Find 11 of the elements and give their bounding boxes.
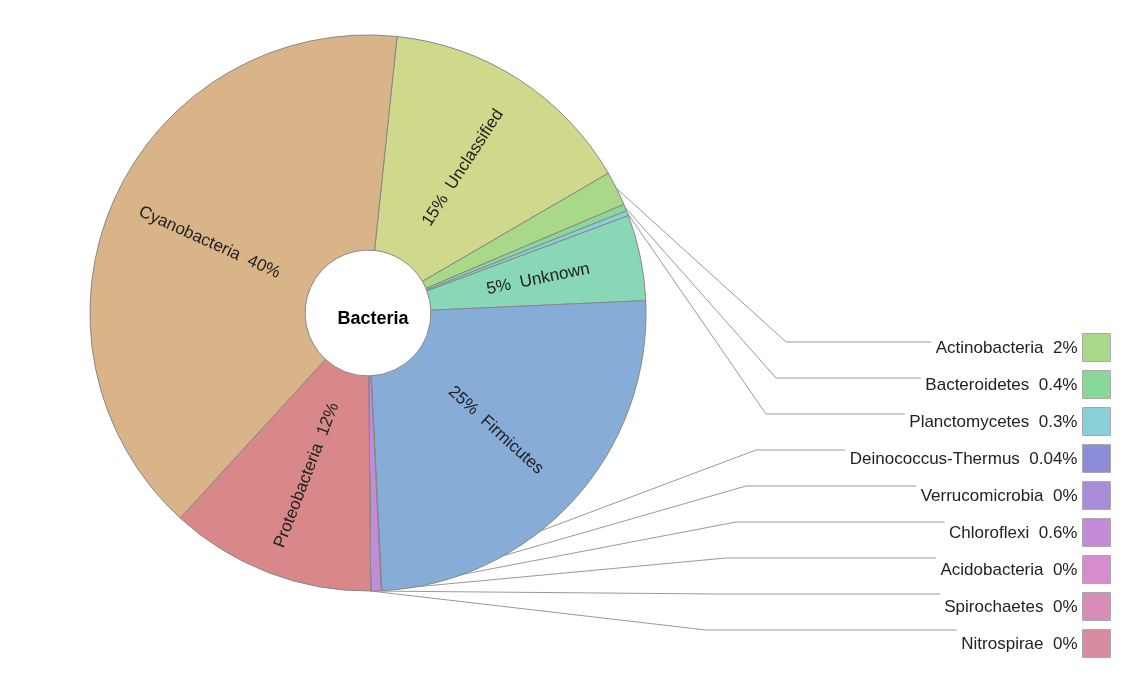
legend-label: Spirochaetes 0%: [944, 597, 1078, 616]
legend-label: Chloroflexi 0.6%: [948, 523, 1078, 542]
text: Bacteria: [337, 308, 410, 328]
legend-label: Deinococcus-Thermus 0.04%: [849, 449, 1078, 468]
legend-label: Planctomycetes 0.3%: [909, 412, 1078, 431]
legend-label: Nitrospirae 0%: [961, 634, 1078, 653]
slice-label: 5% Unknown: [484, 258, 592, 299]
legend-label: Bacteroidetes 0.4%: [925, 375, 1078, 394]
legend-label: Actinobacteria 2%: [935, 338, 1078, 357]
legend-label: Verrucomicrobia 0%: [920, 486, 1078, 505]
legend-label: Acidobacteria 0%: [940, 560, 1078, 579]
